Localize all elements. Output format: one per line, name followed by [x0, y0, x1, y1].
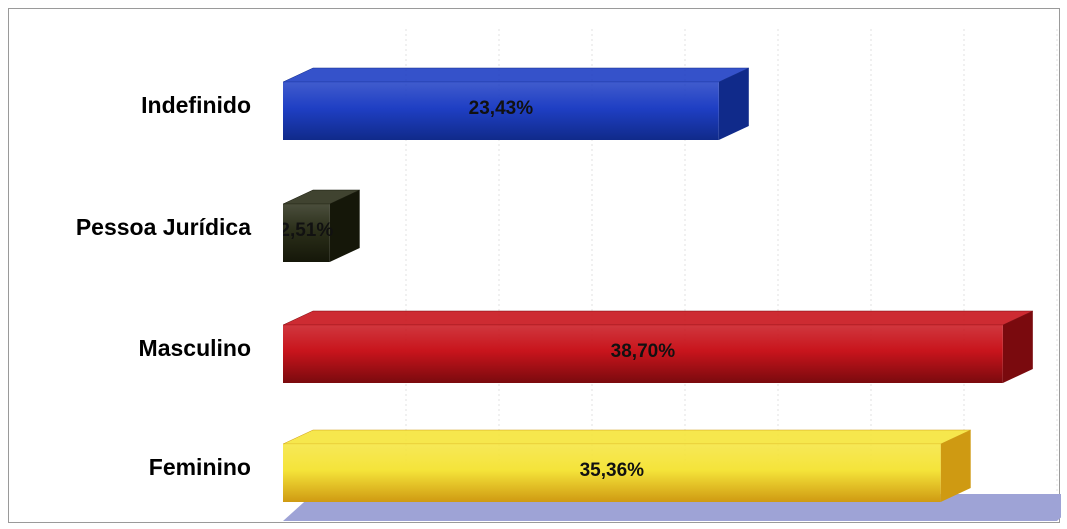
category-label: Indefinido	[141, 92, 251, 118]
bar-indefinido: 23,43%	[282, 67, 749, 140]
bar-front-face	[283, 82, 719, 140]
bar-top-face	[282, 429, 971, 445]
bar-side-face	[329, 190, 360, 262]
category-label: Feminino	[149, 454, 251, 480]
chart-frame: 23,43% 2,51% 38,70% 35,36% Indefinido Pessoa…	[8, 8, 1061, 523]
bar-chart: 23,43% 2,51% 38,70% 35,36% Indefinido Pessoa…	[76, 29, 1061, 521]
bars: 23,43% 2,51% 38,70% 35,36%	[279, 67, 1033, 502]
bar-front-face	[283, 325, 1003, 383]
data-label: 38,70%	[611, 341, 676, 362]
category-label: Pessoa Jurídica	[76, 214, 251, 240]
bar-side-face	[940, 430, 971, 502]
bar-pessoa-jurídica: 2,51%	[279, 189, 360, 262]
bar-side-face	[718, 68, 749, 140]
bar-feminino: 35,36%	[282, 429, 971, 502]
bar-masculino: 38,70%	[282, 310, 1033, 383]
data-label: 2,51%	[279, 220, 333, 241]
category-labels: Indefinido Pessoa Jurídica Masculino Femini…	[76, 92, 251, 480]
bar-top-face	[282, 67, 749, 83]
bar-side-face	[1002, 311, 1033, 383]
bar-top-face	[282, 310, 1033, 326]
bar-front-face	[283, 444, 941, 502]
data-label: 35,36%	[580, 460, 645, 481]
bar-front-face	[283, 204, 330, 262]
category-label: Masculino	[139, 335, 251, 361]
data-label: 23,43%	[469, 98, 534, 119]
